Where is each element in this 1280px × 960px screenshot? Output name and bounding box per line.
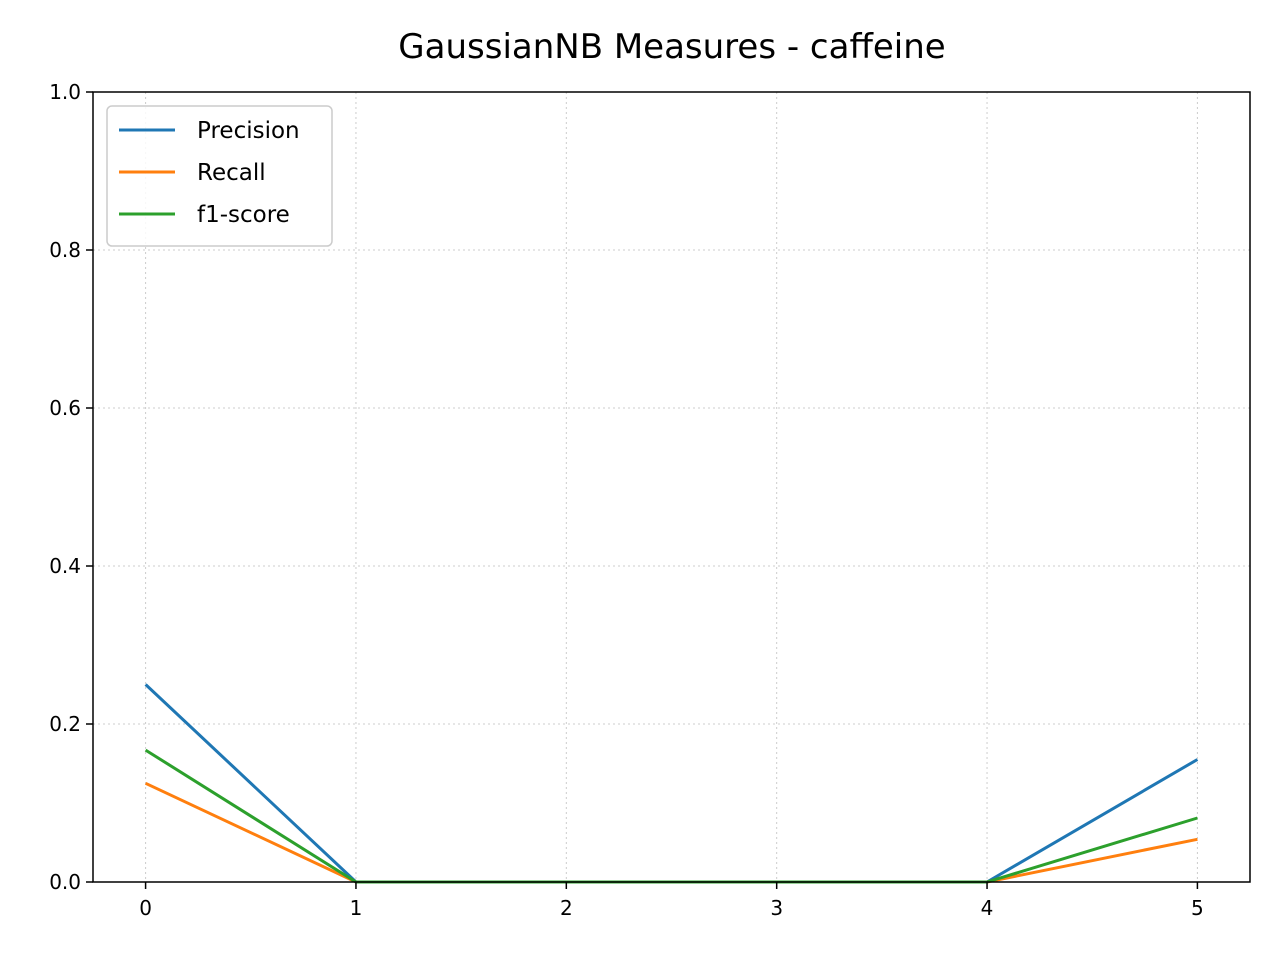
x-tick-label: 4 — [981, 896, 994, 920]
ticks-layer: 0 1 2 3 4 5 0.0 0.2 0.4 0.6 0.8 1.0 — [49, 80, 1204, 920]
y-tick-label: 0.0 — [49, 870, 81, 894]
x-tick-label: 2 — [560, 896, 573, 920]
y-tick-label: 0.8 — [49, 238, 81, 262]
x-tick-label: 1 — [350, 896, 363, 920]
legend-box — [106, 105, 333, 247]
y-tick-label: 0.2 — [49, 712, 81, 736]
chart-title: GaussianNB Measures - caffeine — [398, 27, 945, 67]
y-tick-label: 0.4 — [49, 554, 81, 578]
x-tick-label: 5 — [1191, 896, 1204, 920]
x-tick-label: 0 — [139, 896, 152, 920]
y-tick-label: 0.6 — [49, 396, 81, 420]
x-tick-label: 3 — [770, 896, 783, 920]
plot-frame — [92, 91, 1251, 883]
y-tick-label: 1.0 — [49, 80, 81, 104]
legend-label: f1-score — [197, 202, 290, 228]
legend-label: Recall — [197, 160, 266, 186]
legend-label: Precision — [197, 118, 300, 144]
legend: Precision Recall f1-score — [106, 105, 333, 247]
